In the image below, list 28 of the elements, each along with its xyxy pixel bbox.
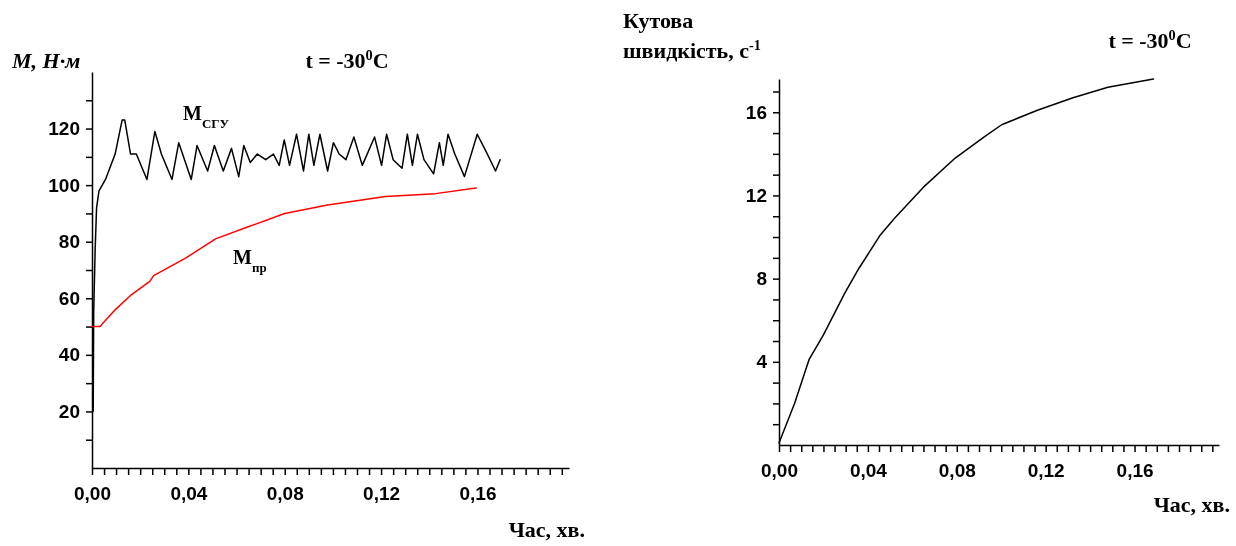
y-tick-label: 80 xyxy=(58,231,80,253)
chart-title: t = -30$^{0}$C xyxy=(1108,27,1192,53)
x-tick-label: 0,00 xyxy=(74,483,111,505)
series-label: M$_{СГУ}$ xyxy=(183,102,230,131)
y-tick-label: 12 xyxy=(745,185,767,207)
series-label: M$_{пр}$ xyxy=(233,246,267,275)
x-tick-label: 0,16 xyxy=(1116,460,1154,482)
y-tick-label: 8 xyxy=(756,268,767,290)
y-tick-label: 60 xyxy=(58,287,80,309)
y-tick-label: 100 xyxy=(48,174,80,196)
y-axis-title: Кутова швидкість, с$^{-1}$ xyxy=(623,8,761,63)
x-tick-label: 0,12 xyxy=(363,483,401,505)
x-tick-label: 0,08 xyxy=(266,483,304,505)
y-tick-label: 40 xyxy=(58,344,80,366)
x-tick-label: 0,04 xyxy=(849,460,888,482)
x-tick-label: 0,16 xyxy=(459,483,497,505)
y-axis-title: M, Н·м xyxy=(11,48,81,73)
x-axis-title: Час, хв. xyxy=(508,517,585,542)
x-tick-label: 0,12 xyxy=(1027,460,1065,482)
x-tick-label: 0,00 xyxy=(761,460,798,482)
x-tick-label: 0,08 xyxy=(938,460,976,482)
y-tick-label: 16 xyxy=(745,101,767,123)
x-axis-title: Час, хв. xyxy=(1153,492,1230,517)
y-tick-label: 120 xyxy=(48,118,80,140)
x-tick-label: 0,04 xyxy=(170,483,208,505)
y-tick-label: 20 xyxy=(58,401,80,423)
y-tick-label: 4 xyxy=(756,351,768,373)
chart-title: t = -30$^{0}$C xyxy=(305,47,389,73)
